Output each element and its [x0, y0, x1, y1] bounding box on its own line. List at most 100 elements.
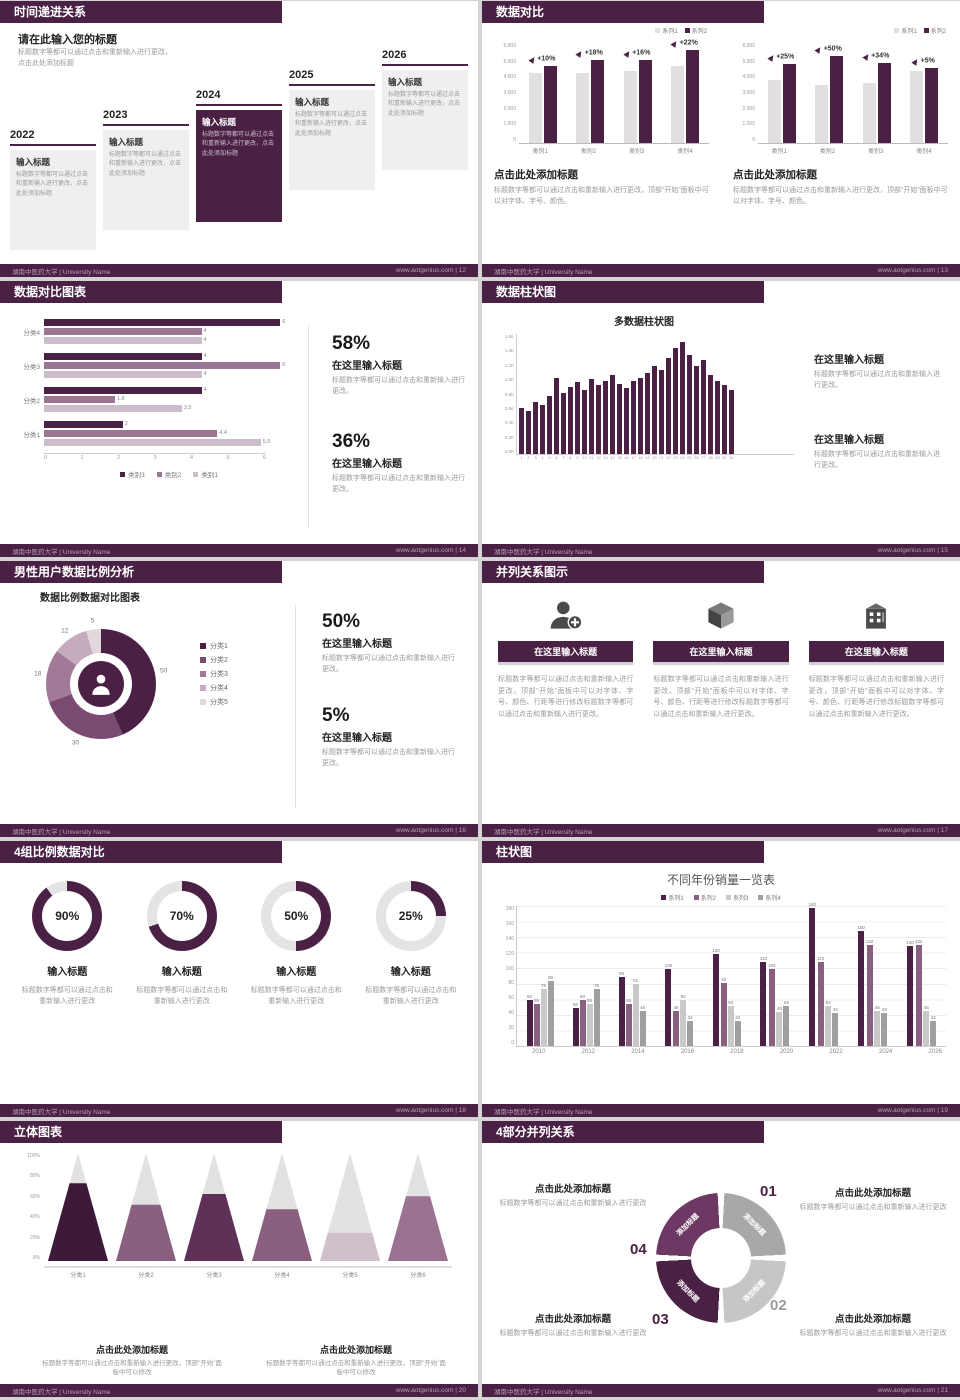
x-label: 31: [729, 455, 734, 460]
slide-ratio-rings[interactable]: 4组比例数据对比 90% 输入标题 标题数字等都可以通过点击和重新输入进行更改 70%…: [0, 841, 478, 1117]
bar-series1: [767, 79, 781, 143]
stat-value: 5%: [322, 705, 350, 726]
slide-data-compare[interactable]: 数据对比 系列1 系列2 6,000 5,000 4,000 3,000 2,000 1,0…: [482, 1, 960, 277]
progress-value: 70%: [156, 891, 207, 941]
slide-title-bar: 数据对比图表: [0, 281, 282, 303]
x-label: 20: [652, 455, 657, 460]
cone-chart: 100% 80% 60% 40% 20% 0% 分类1 分类2 分类3 分类4 分类5 分类6: [14, 1153, 452, 1279]
x-label: 分类4: [274, 1273, 290, 1279]
footer-right: www.aotgenius.com | 13: [877, 267, 948, 274]
value-label: 5.5: [262, 439, 271, 445]
y-tick: 4,000: [503, 74, 516, 81]
footer-institution: 湖南中医药大学 | University Name: [494, 828, 593, 836]
slide-title-bar: 数据对比: [482, 1, 764, 23]
value-label: 55: [626, 997, 632, 1003]
x-label: 8: [569, 455, 572, 460]
block-title: 点击此处添加标题: [95, 1344, 168, 1355]
value-label: 90: [619, 971, 625, 976]
cone: [180, 1153, 248, 1266]
y-axis: 180 160 140 120 100 80 60 40 20 0: [496, 906, 516, 1046]
bar: [712, 954, 719, 1046]
timeline-year: 2024: [196, 89, 221, 101]
chart-title: 多数据柱状图: [614, 317, 674, 328]
column-chart: 多数据柱状图 1.6K 1.4K 1.2K 1.0K 0.8K 0.6K 0.4K 0.2K 0…: [494, 313, 794, 460]
legend-swatch: [758, 895, 764, 900]
bar-group: +22%: [670, 36, 700, 143]
item-body: 标题数字等都可以通过点击和重新输入进行更改: [250, 987, 342, 1006]
x-tick: 4: [189, 455, 193, 461]
y-tick: 1,000: [503, 121, 516, 128]
y-axis: 100% 80% 60% 40% 20% 0%: [14, 1153, 44, 1261]
slide-hbar-compare[interactable]: 数据对比图表 分类4 6 4 4 分类3 4 6 4 分类2 4 1.8 3.5 分类1 2 4.4 5.5 …: [0, 281, 478, 557]
stat-body: 标题数字等都可以通过点击和重新输入进行更改。: [332, 475, 465, 493]
bar-group: +16%: [623, 43, 652, 143]
progress-value: 25%: [385, 891, 436, 941]
slice-value: 5: [90, 617, 95, 625]
x-label: 25: [687, 455, 692, 460]
value-label: 3.5: [183, 405, 192, 411]
page-number: 18: [458, 1107, 466, 1114]
x-label: 29: [715, 455, 720, 460]
text-block: 点击此处添加标题 标题数字等都可以通过点击和重新输入进行更改: [798, 1311, 948, 1340]
ratio-item: 90% 输入标题 标题数字等都可以通过点击和重新输入进行更改: [20, 881, 115, 1007]
chart-legend: 系列1 系列2: [655, 26, 707, 35]
slide-grouped-bars[interactable]: 柱状图 不同年份销量一览表 系列1 系列2 系列3 系列4 180 160 140 120 1…: [482, 841, 960, 1117]
block-body: 标题数字等都可以通过点击和重新输入进行更改。: [814, 451, 940, 469]
text-block: 在这里输入标题 标题数字等都可以通过点击和重新输入进行更改。: [814, 351, 944, 392]
x-label: 类别4: [677, 149, 693, 155]
x-label: 2018: [730, 1049, 744, 1055]
timeline-rule: [10, 144, 96, 146]
slide-title: 并列关系图示: [496, 565, 569, 579]
slide-donut-analysis[interactable]: 男性用户数据比例分析 数据比例数据对比图表 50 30 18 12 5 分类1 分类2 分类…: [0, 561, 478, 837]
stat-body: 标题数字等都可以通过点击和重新输入进行更改。: [332, 377, 465, 395]
bar: [825, 1006, 832, 1046]
bar: [618, 977, 625, 1046]
plot-area: +25% +50% +34% +5%: [758, 42, 948, 144]
bar-series1: [623, 71, 637, 143]
bar: [720, 983, 727, 1046]
x-label: 24: [680, 455, 685, 460]
slide-column-chart[interactable]: 数据柱状图 多数据柱状图 1.6K 1.4K 1.2K 1.0K 0.8K 0.6K 0.4…: [482, 281, 960, 557]
slide-timeline[interactable]: 时间递进关系 请在此输入您的标题 标题数字等都可以通过点击和重新输入进行更改，点…: [0, 1, 478, 277]
value-label: 60: [527, 994, 533, 999]
item-body: 标题数字等都可以通过点击和重新输入进行更改: [21, 987, 113, 1006]
growth-label: +22%: [670, 36, 698, 48]
x-label: 5: [548, 455, 551, 460]
legend-swatch: [193, 471, 199, 477]
progress-ring: 70%: [146, 881, 217, 951]
legend-item: 系列1: [661, 893, 684, 902]
bar-group: 50 60 55 75: [572, 982, 600, 1046]
parallel-item: 在这里输入标题 标题数字等都可以通过点击和重新输入进行更改，顶部“开始”面板中可以…: [808, 595, 944, 720]
y-tick: 1.0K: [504, 377, 514, 383]
legend-item: 系列1: [894, 26, 917, 35]
progress-ring: 25%: [375, 881, 446, 951]
stat-body: 标题数字等都可以通过点击和重新输入进行更改。: [322, 749, 455, 767]
bar: [866, 944, 873, 1046]
x-tick: 2: [116, 455, 121, 461]
bar: [930, 1021, 937, 1046]
value-label: 75: [594, 982, 600, 988]
slide-3d-cones[interactable]: 立体图表 100% 80% 60% 40% 20% 0% 分类1 分类2 分类3 分类4 分类5 分…: [0, 1121, 478, 1397]
value-label: 150: [857, 925, 865, 930]
timeline-year: 2022: [10, 129, 35, 141]
text-block: 点击此处添加标题 标题数字等都可以通过点击和重新输入进行更改，顶部“开始”面板中…: [40, 1343, 224, 1379]
x-label: 12: [596, 455, 601, 460]
cycle-hole: [691, 1228, 751, 1288]
stat-title: 在这里输入标题: [332, 459, 402, 470]
slide-footer: 湖南中医药大学 | University Name www.aotgenius.…: [0, 824, 478, 837]
category-label: 分类1: [23, 431, 40, 439]
slide-footer: 湖南中医药大学 | University Name www.aotgenius.…: [0, 264, 478, 277]
growth-label: +10%: [528, 53, 555, 64]
slide-parallel-items[interactable]: 并列关系图示 在这里输入标题 标题数字等都可以通过点击和重新输入进行更改，顶部“开…: [482, 561, 960, 837]
timeline-item: 2025 输入标题 标题数字等都可以通过点击和重新输入进行更改，点击此处添加标题: [289, 69, 375, 190]
progress-value: 90%: [42, 891, 93, 941]
value-label: 85: [548, 974, 554, 980]
bar: [533, 1003, 540, 1046]
x-tick: 5: [226, 455, 230, 461]
legend-swatch: [200, 685, 206, 691]
bar: [589, 379, 594, 454]
x-label: 类别3: [867, 149, 884, 155]
slide-4part-cycle[interactable]: 4部分并列关系 添加标题 添加标题 添加标题 添加标题 01 02 03 04 点击此处添加标…: [482, 1121, 960, 1397]
page-number: 16: [458, 827, 466, 834]
slide-title-bar: 并列关系图示: [482, 561, 764, 583]
